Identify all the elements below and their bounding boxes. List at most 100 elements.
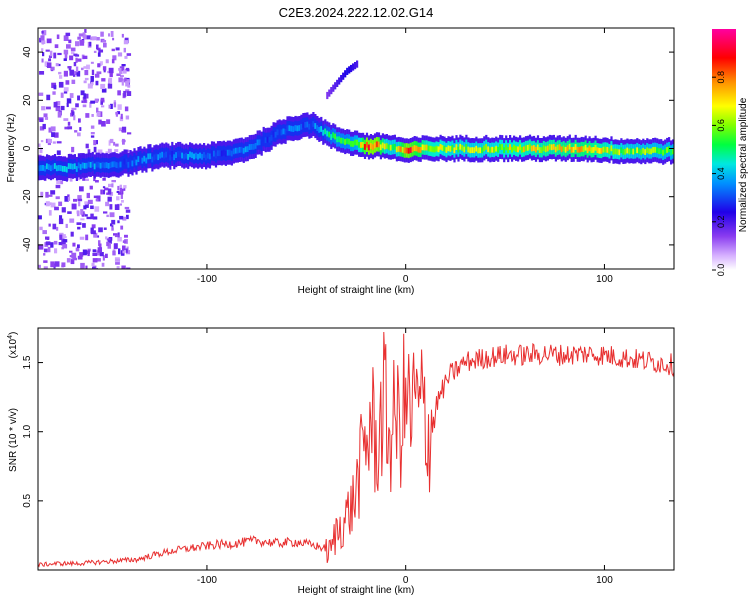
heat-noise-cell bbox=[60, 92, 64, 98]
heat-noise-cell bbox=[85, 234, 89, 241]
heat-noise-cell bbox=[124, 206, 130, 210]
heat-noise-cell bbox=[100, 83, 106, 90]
heat-ridge-core bbox=[129, 159, 132, 165]
heat-noise-cell bbox=[66, 102, 69, 108]
heat-ridge-core bbox=[304, 122, 307, 128]
heat-noise-cell bbox=[112, 55, 117, 61]
heat-noise-cell bbox=[93, 50, 97, 53]
heat-noise-cell bbox=[40, 35, 45, 41]
heat-noise-cell bbox=[97, 247, 103, 253]
heat-noise-cell bbox=[89, 185, 93, 190]
heat-noise-cell bbox=[115, 111, 118, 117]
heat-noise-cell bbox=[122, 126, 127, 133]
heat-ridge-core bbox=[238, 147, 241, 153]
heat-noise-cell bbox=[63, 70, 68, 77]
heat-branch-cell bbox=[336, 79, 339, 87]
heat-ridge-core bbox=[499, 144, 502, 150]
heat-noise-cell bbox=[103, 42, 107, 48]
heat-ridge-core bbox=[507, 147, 510, 153]
heat-noise-cell bbox=[75, 41, 80, 47]
heat-noise-cell bbox=[107, 239, 112, 244]
heat-branch-cell bbox=[330, 87, 333, 95]
heat-noise-cell bbox=[60, 180, 64, 185]
heat-noise-cell bbox=[48, 210, 52, 216]
heat-noise-cell bbox=[106, 241, 110, 247]
heat-noise-cell bbox=[116, 266, 120, 269]
heat-noise-cell bbox=[94, 206, 100, 212]
heat-branch-cell bbox=[334, 82, 337, 90]
heat-ridge-core bbox=[189, 151, 192, 158]
heat-ridge-core bbox=[113, 161, 116, 168]
heat-noise-cell bbox=[54, 248, 58, 254]
heat-noise-cell bbox=[70, 231, 74, 237]
heat-ridge-core bbox=[373, 142, 377, 149]
heat-noise-cell bbox=[41, 58, 44, 63]
heat-ridge-core bbox=[459, 143, 462, 150]
heat-ridge-core bbox=[153, 154, 156, 161]
heat-noise-cell bbox=[108, 183, 113, 188]
heat-noise-cell bbox=[110, 103, 113, 109]
heat-ridge-core bbox=[121, 160, 124, 167]
heat-ridge-core bbox=[175, 152, 178, 158]
heat-ridge-core bbox=[427, 145, 430, 152]
heat-noise-cell bbox=[105, 59, 109, 64]
heat-noise-cell bbox=[90, 61, 94, 64]
heat-ridge-core bbox=[616, 148, 619, 155]
heat-noise-cell bbox=[108, 77, 113, 84]
heat-noise-cell bbox=[65, 32, 71, 36]
heat-noise-cell bbox=[90, 135, 95, 138]
heat-noise-cell bbox=[66, 258, 71, 263]
heat-noise-cell bbox=[84, 70, 89, 76]
heat-noise-cell bbox=[86, 35, 91, 40]
heat-noise-cell bbox=[73, 62, 77, 67]
heat-ridge-core bbox=[260, 140, 263, 147]
heat-noise-cell bbox=[59, 234, 63, 240]
heat-ridge-core bbox=[469, 147, 472, 154]
heat-noise-cell bbox=[85, 178, 89, 182]
heat-ridge-core bbox=[218, 150, 222, 156]
heat-noise-cell bbox=[63, 49, 69, 55]
heat-noise-cell bbox=[45, 191, 49, 198]
heat-noise-cell bbox=[63, 89, 68, 94]
heat-ridge-core bbox=[534, 146, 538, 153]
heat-noise-cell bbox=[116, 196, 120, 201]
heat-noise-cell bbox=[111, 219, 116, 225]
heat-noise-cell bbox=[124, 55, 128, 59]
heat-ridge-core bbox=[157, 154, 160, 161]
heat-noise-cell bbox=[109, 72, 113, 78]
heat-noise-cell bbox=[69, 250, 73, 253]
heat-ridge-core bbox=[515, 146, 518, 152]
heat-ridge-core bbox=[171, 151, 174, 157]
heat-ridge-core bbox=[264, 137, 267, 144]
heat-ridge-core bbox=[195, 152, 198, 159]
heat-ridge-core bbox=[286, 125, 289, 132]
spectrogram-panel: -100 0 100 -40 -20 0 20 40 Height of straight l… bbox=[6, 27, 675, 296]
heat-ridge-core bbox=[473, 147, 476, 154]
heat-ridge-core bbox=[648, 148, 651, 155]
heat-noise-cell bbox=[82, 249, 87, 256]
heat-noise-cell bbox=[94, 73, 100, 78]
heat-noise-cell bbox=[117, 52, 123, 57]
heat-noise-cell bbox=[42, 230, 47, 235]
heat-noise-cell bbox=[101, 262, 105, 267]
heat-noise-cell bbox=[102, 40, 107, 43]
heat-ridge-core bbox=[99, 162, 102, 169]
heat-ridge-core bbox=[632, 148, 635, 155]
heat-ridge-core bbox=[133, 157, 136, 164]
heat-noise-cell bbox=[70, 51, 75, 55]
heat-noise-cell bbox=[56, 150, 61, 155]
heat-noise-cell bbox=[115, 47, 120, 51]
heat-noise-cell bbox=[115, 143, 119, 147]
heat-noise-cell bbox=[118, 77, 123, 83]
heat-noise-cell bbox=[84, 29, 87, 34]
heat-noise-cell bbox=[77, 255, 83, 260]
heat-ridge-core bbox=[538, 147, 541, 153]
heat-noise-cell bbox=[93, 195, 98, 199]
heat-noise-cell bbox=[125, 89, 130, 93]
heat-noise-cell bbox=[111, 227, 114, 231]
heat-noise-cell bbox=[77, 176, 81, 181]
heat-ridge-core bbox=[403, 147, 406, 154]
snr-xlabel: Height of straight line (km) bbox=[298, 585, 415, 596]
heat-noise-cell bbox=[57, 52, 62, 56]
heat-noise-cell bbox=[122, 240, 127, 243]
